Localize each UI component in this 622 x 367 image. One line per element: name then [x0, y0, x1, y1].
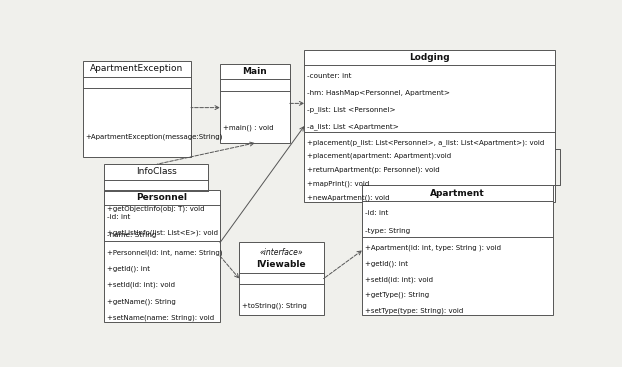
Bar	[362, 185, 552, 315]
Text: +Personnel(id: int, name: String): +Personnel(id: int, name: String)	[107, 250, 223, 256]
Text: ApartmentException: ApartmentException	[90, 64, 183, 73]
Text: +getId(): int: +getId(): int	[365, 261, 408, 267]
Text: +setType(type: String): void: +setType(type: String): void	[365, 308, 463, 314]
Text: Main: Main	[243, 67, 267, 76]
Text: +main() : void: +main() : void	[223, 124, 273, 131]
Text: +getListInfo(list: List<E>): void: +getListInfo(list: List<E>): void	[107, 230, 218, 236]
Text: +mapPrint(): void: +mapPrint(): void	[307, 181, 369, 188]
Text: +setId(id: int): void: +setId(id: int): void	[107, 282, 175, 288]
Text: +ApartmentException(message:String): +ApartmentException(message:String)	[85, 133, 223, 139]
Text: -id: int: -id: int	[107, 214, 131, 220]
Text: -p_list: List <Personnel>: -p_list: List <Personnel>	[307, 106, 396, 113]
Text: +getName(): String: +getName(): String	[107, 298, 176, 305]
Text: +toString(): String: +toString(): String	[242, 303, 307, 309]
Text: +placement(apartment: Apartment):void: +placement(apartment: Apartment):void	[307, 153, 452, 160]
Text: IViewable: IViewable	[257, 260, 306, 269]
Text: -hm: HashMap<Personnel, Apartment>: -hm: HashMap<Personnel, Apartment>	[307, 90, 450, 96]
Text: -a_list: List <Apartment>: -a_list: List <Apartment>	[307, 123, 399, 130]
Text: +getId(): int: +getId(): int	[107, 266, 150, 272]
Text: +newApartment(): void: +newApartment(): void	[307, 195, 390, 201]
Text: +returnApartment(p: Personnel): void: +returnApartment(p: Personnel): void	[307, 167, 440, 174]
Text: +Apartment(id: int, type: String ): void: +Apartment(id: int, type: String ): void	[365, 245, 501, 251]
Text: +getObjectInfo(obj: T): void: +getObjectInfo(obj: T): void	[107, 205, 205, 211]
Bar	[220, 64, 290, 143]
Text: Lodging: Lodging	[409, 53, 450, 62]
Text: -counter: int: -counter: int	[307, 73, 351, 79]
Text: +getType(): String: +getType(): String	[365, 292, 429, 298]
Bar	[104, 190, 220, 322]
Text: +setName(name: String): void: +setName(name: String): void	[107, 314, 215, 321]
Text: -name: String: -name: String	[107, 232, 157, 238]
Text: +setId(id: int): void: +setId(id: int): void	[365, 276, 433, 283]
Text: «interface»: «interface»	[259, 248, 304, 257]
Text: InfoClass: InfoClass	[136, 167, 177, 177]
Bar	[304, 50, 555, 202]
Bar	[104, 164, 208, 240]
Bar	[83, 61, 191, 157]
Text: -type: String: -type: String	[365, 228, 411, 234]
Text: Personnel: Personnel	[137, 193, 188, 202]
Text: Apartment: Apartment	[430, 189, 485, 197]
Bar	[239, 242, 323, 315]
Text: -id: int: -id: int	[365, 210, 388, 216]
Text: +placement(p_list: List<Personnel>, a_list: List<Apartment>): void: +placement(p_list: List<Personnel>, a_li…	[307, 139, 544, 146]
